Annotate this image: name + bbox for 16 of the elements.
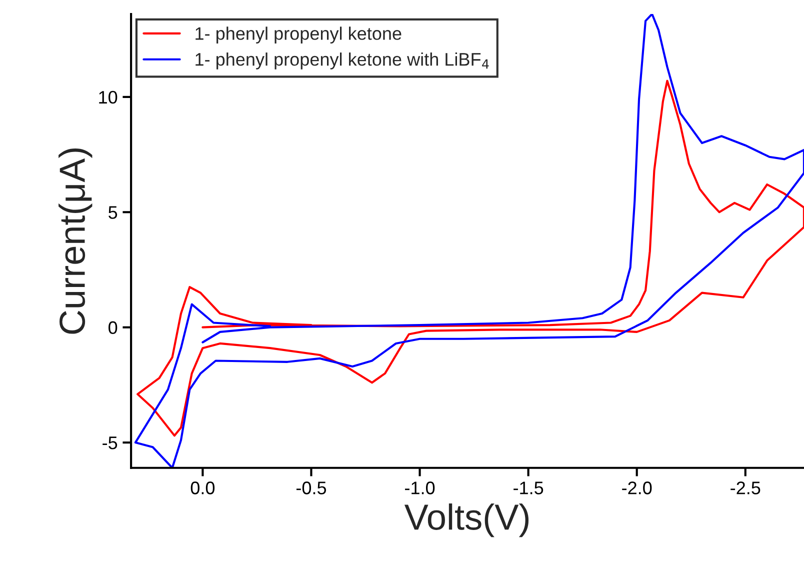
y-axis-title: Current(μA): [58, 148, 92, 334]
x-tick-label: -0.5: [296, 482, 326, 494]
x-tick-label: -1.5: [514, 482, 544, 494]
x-tick-label: -1.0: [405, 482, 435, 494]
legend-label: 1- phenyl propenyl ketone: [196, 26, 402, 44]
x-tick-label: -2.0: [622, 482, 652, 494]
y-tick-label: -5: [102, 436, 118, 450]
x-tick-label: 0.0: [190, 482, 215, 494]
y-tick-label: 0: [108, 321, 118, 334]
y-tick-label: 5: [108, 206, 118, 219]
x-axis-title: Volts(V): [404, 503, 528, 538]
y-tick-label: 10: [99, 90, 118, 104]
line-series: [134, 14, 804, 468]
line-series: [136, 80, 804, 437]
legend-label: 1- phenyl propenyl ketone with LiBF$_{4}$: [196, 52, 489, 70]
x-tick-label: -2.5: [730, 482, 760, 494]
